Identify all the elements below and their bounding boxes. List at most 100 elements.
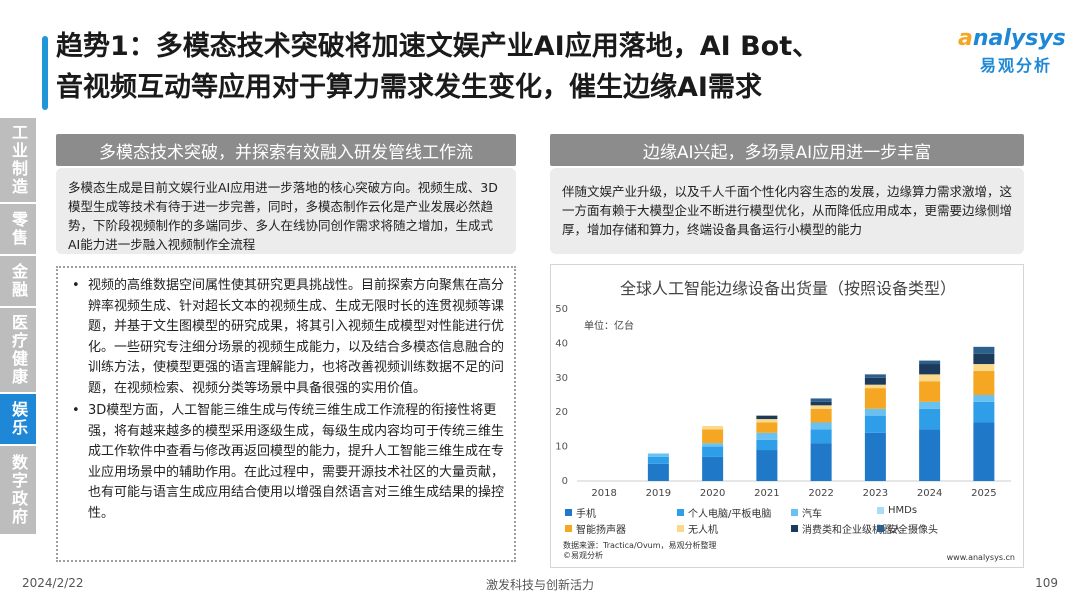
legend-item: 消费类和企业级机器人 xyxy=(791,521,902,536)
logo-subtitle: 易观分析 xyxy=(980,56,1053,75)
bar-segment xyxy=(810,408,832,423)
bar-segment xyxy=(702,443,724,447)
list-item: 3D模型方面，人工智能三维生成与传统三维生成工作流程的衔接性将更强，将有越来越多… xyxy=(68,401,506,524)
legend-swatch xyxy=(791,525,798,532)
chart-source-text: 数据来源：Tractica/Ovum，易观分析整理 xyxy=(563,541,717,550)
left-panel-heading: 多模态技术突破，并探索有效融入研发管线工作流 xyxy=(56,134,516,166)
bar-segment xyxy=(973,395,995,402)
legend-swatch xyxy=(877,525,884,532)
logo-letter-a: a xyxy=(958,26,973,51)
x-tick-label: 2020 xyxy=(700,488,725,499)
y-tick-label: 50 xyxy=(555,304,568,315)
logo-letters-rest: nalysys xyxy=(972,26,1066,51)
industry-sidebar: 工业制造 零售 金融 医疗健康 娱乐 数字政府 xyxy=(0,118,40,538)
list-item: 视频的高维数据空间属性使其研究更具挑战性。目前探索方向聚焦在高分辨率视频生成、针… xyxy=(68,276,506,399)
page-title: 趋势1：多模态技术突破将加速文娱产业AI应用落地，AI Bot、 音视频互动等应… xyxy=(56,26,926,108)
bar-segment xyxy=(810,405,832,409)
bar-segment xyxy=(973,401,995,423)
bar-segment xyxy=(864,374,886,378)
legend-swatch xyxy=(791,509,798,516)
legend-item: 手机 xyxy=(565,505,596,520)
footer-slogan: 激发科技与创新活力 xyxy=(485,578,594,592)
bar-segment xyxy=(973,364,995,371)
title-accent-bar xyxy=(42,36,48,110)
legend-swatch xyxy=(877,507,884,514)
bar-segment xyxy=(864,408,886,416)
x-tick-label: 2018 xyxy=(591,488,616,499)
legend-item: 个人电脑/平板电脑 xyxy=(677,505,771,520)
left-bullet-list: 视频的高维数据空间属性使其研究更具挑战性。目前探索方向聚焦在高分辨率视频生成、针… xyxy=(56,266,516,562)
sidebar-item-retail[interactable]: 零售 xyxy=(0,204,36,254)
bar-segment xyxy=(864,384,886,389)
legend-label: 汽车 xyxy=(802,509,822,520)
bar-segment xyxy=(702,425,724,430)
x-tick-label: 2021 xyxy=(754,488,779,499)
bar-segment xyxy=(647,453,669,457)
y-tick-label: 40 xyxy=(555,338,568,349)
bar-segment xyxy=(810,443,832,481)
bar-segment xyxy=(756,415,778,420)
legend-item: 智能扬声器 xyxy=(565,521,626,536)
bar-segment xyxy=(810,429,832,444)
bar-segment xyxy=(973,346,995,354)
y-tick-label: 0 xyxy=(562,476,568,487)
page-title-line1: 趋势1：多模态技术突破将加速文娱产业AI应用落地，AI Bot、 xyxy=(56,31,820,62)
sidebar-item-digital-gov[interactable]: 数字政府 xyxy=(0,446,36,534)
bar-segment xyxy=(756,419,778,423)
bar-segment xyxy=(919,364,941,375)
bar-segment xyxy=(919,429,941,481)
analysys-logo: analysys 易观分析 xyxy=(958,26,1070,76)
bar-segment xyxy=(919,408,941,430)
legend-label: 手机 xyxy=(576,509,596,520)
chart-site: www.analysys.cn xyxy=(946,553,1015,562)
bar-segment xyxy=(864,388,886,409)
x-tick-label: 2023 xyxy=(863,488,888,499)
sidebar-item-label: 零售 xyxy=(9,211,28,247)
sidebar-item-industry[interactable]: 工业制造 xyxy=(0,118,36,202)
edge-ai-shipment-chart: 全球人工智能边缘设备出货量（按照设备类型） 单位：亿台 0 10 20 30 40 50 2… xyxy=(550,264,1024,568)
legend-label: 安全摄像头 xyxy=(888,525,938,536)
right-panel-heading: 边缘AI兴起，多场景AI应用进一步丰富 xyxy=(550,134,1024,166)
logo-wordmark: analysys xyxy=(958,26,1070,52)
legend-swatch xyxy=(677,525,684,532)
legend-item: 无人机 xyxy=(677,521,718,536)
bar-segment xyxy=(810,422,832,430)
sidebar-item-finance[interactable]: 金融 xyxy=(0,256,36,306)
x-tick-label: 2019 xyxy=(646,488,671,499)
sidebar-item-label: 数字政府 xyxy=(9,454,28,526)
left-intro-text: 多模态生成是目前文娱行业AI应用进一步落地的核心突破方向。视频生成、3D模型生成… xyxy=(56,168,516,254)
y-tick-label: 10 xyxy=(555,442,568,453)
sidebar-item-label: 娱乐 xyxy=(9,401,28,437)
legend-label: HMDs xyxy=(888,505,918,516)
legend-label: 个人电脑/平板电脑 xyxy=(688,509,772,520)
legend-item: HMDs xyxy=(877,505,917,516)
bar-segment xyxy=(702,456,724,481)
legend-swatch xyxy=(565,509,572,516)
bar-segment xyxy=(864,432,886,481)
sidebar-item-healthcare[interactable]: 医疗健康 xyxy=(0,308,36,392)
x-tick-label: 2025 xyxy=(971,488,996,499)
page-number: 109 xyxy=(1035,576,1058,590)
bar-segment xyxy=(810,398,832,402)
bar-segment xyxy=(702,446,724,457)
legend-label: 无人机 xyxy=(688,525,718,536)
bar-segment xyxy=(973,370,995,395)
y-tick-label: 20 xyxy=(555,407,568,418)
bar-segment xyxy=(973,422,995,481)
bar-segment xyxy=(919,381,941,402)
legend-swatch xyxy=(677,509,684,516)
bar-segment xyxy=(864,415,886,433)
bar-segment xyxy=(919,360,941,365)
sidebar-item-label: 工业制造 xyxy=(9,124,28,196)
legend-swatch xyxy=(565,525,572,532)
page-title-line2: 音视频互动等应用对于算力需求发生变化，催生边缘AI需求 xyxy=(56,72,762,103)
x-tick-label: 2024 xyxy=(917,488,942,499)
right-intro-text: 伴随文娱产业升级，以及千人千面个性化内容生态的发展，边缘算力需求激增，这一方面有… xyxy=(550,168,1024,254)
footer-date: 2024/2/22 xyxy=(22,576,84,590)
legend-label: 智能扬声器 xyxy=(576,525,626,536)
sidebar-item-label: 医疗健康 xyxy=(9,314,28,386)
sidebar-item-entertainment[interactable]: 娱乐 xyxy=(0,394,36,444)
bar-segment xyxy=(973,353,995,365)
bar-segment xyxy=(756,450,778,481)
bar-segment xyxy=(864,377,886,385)
